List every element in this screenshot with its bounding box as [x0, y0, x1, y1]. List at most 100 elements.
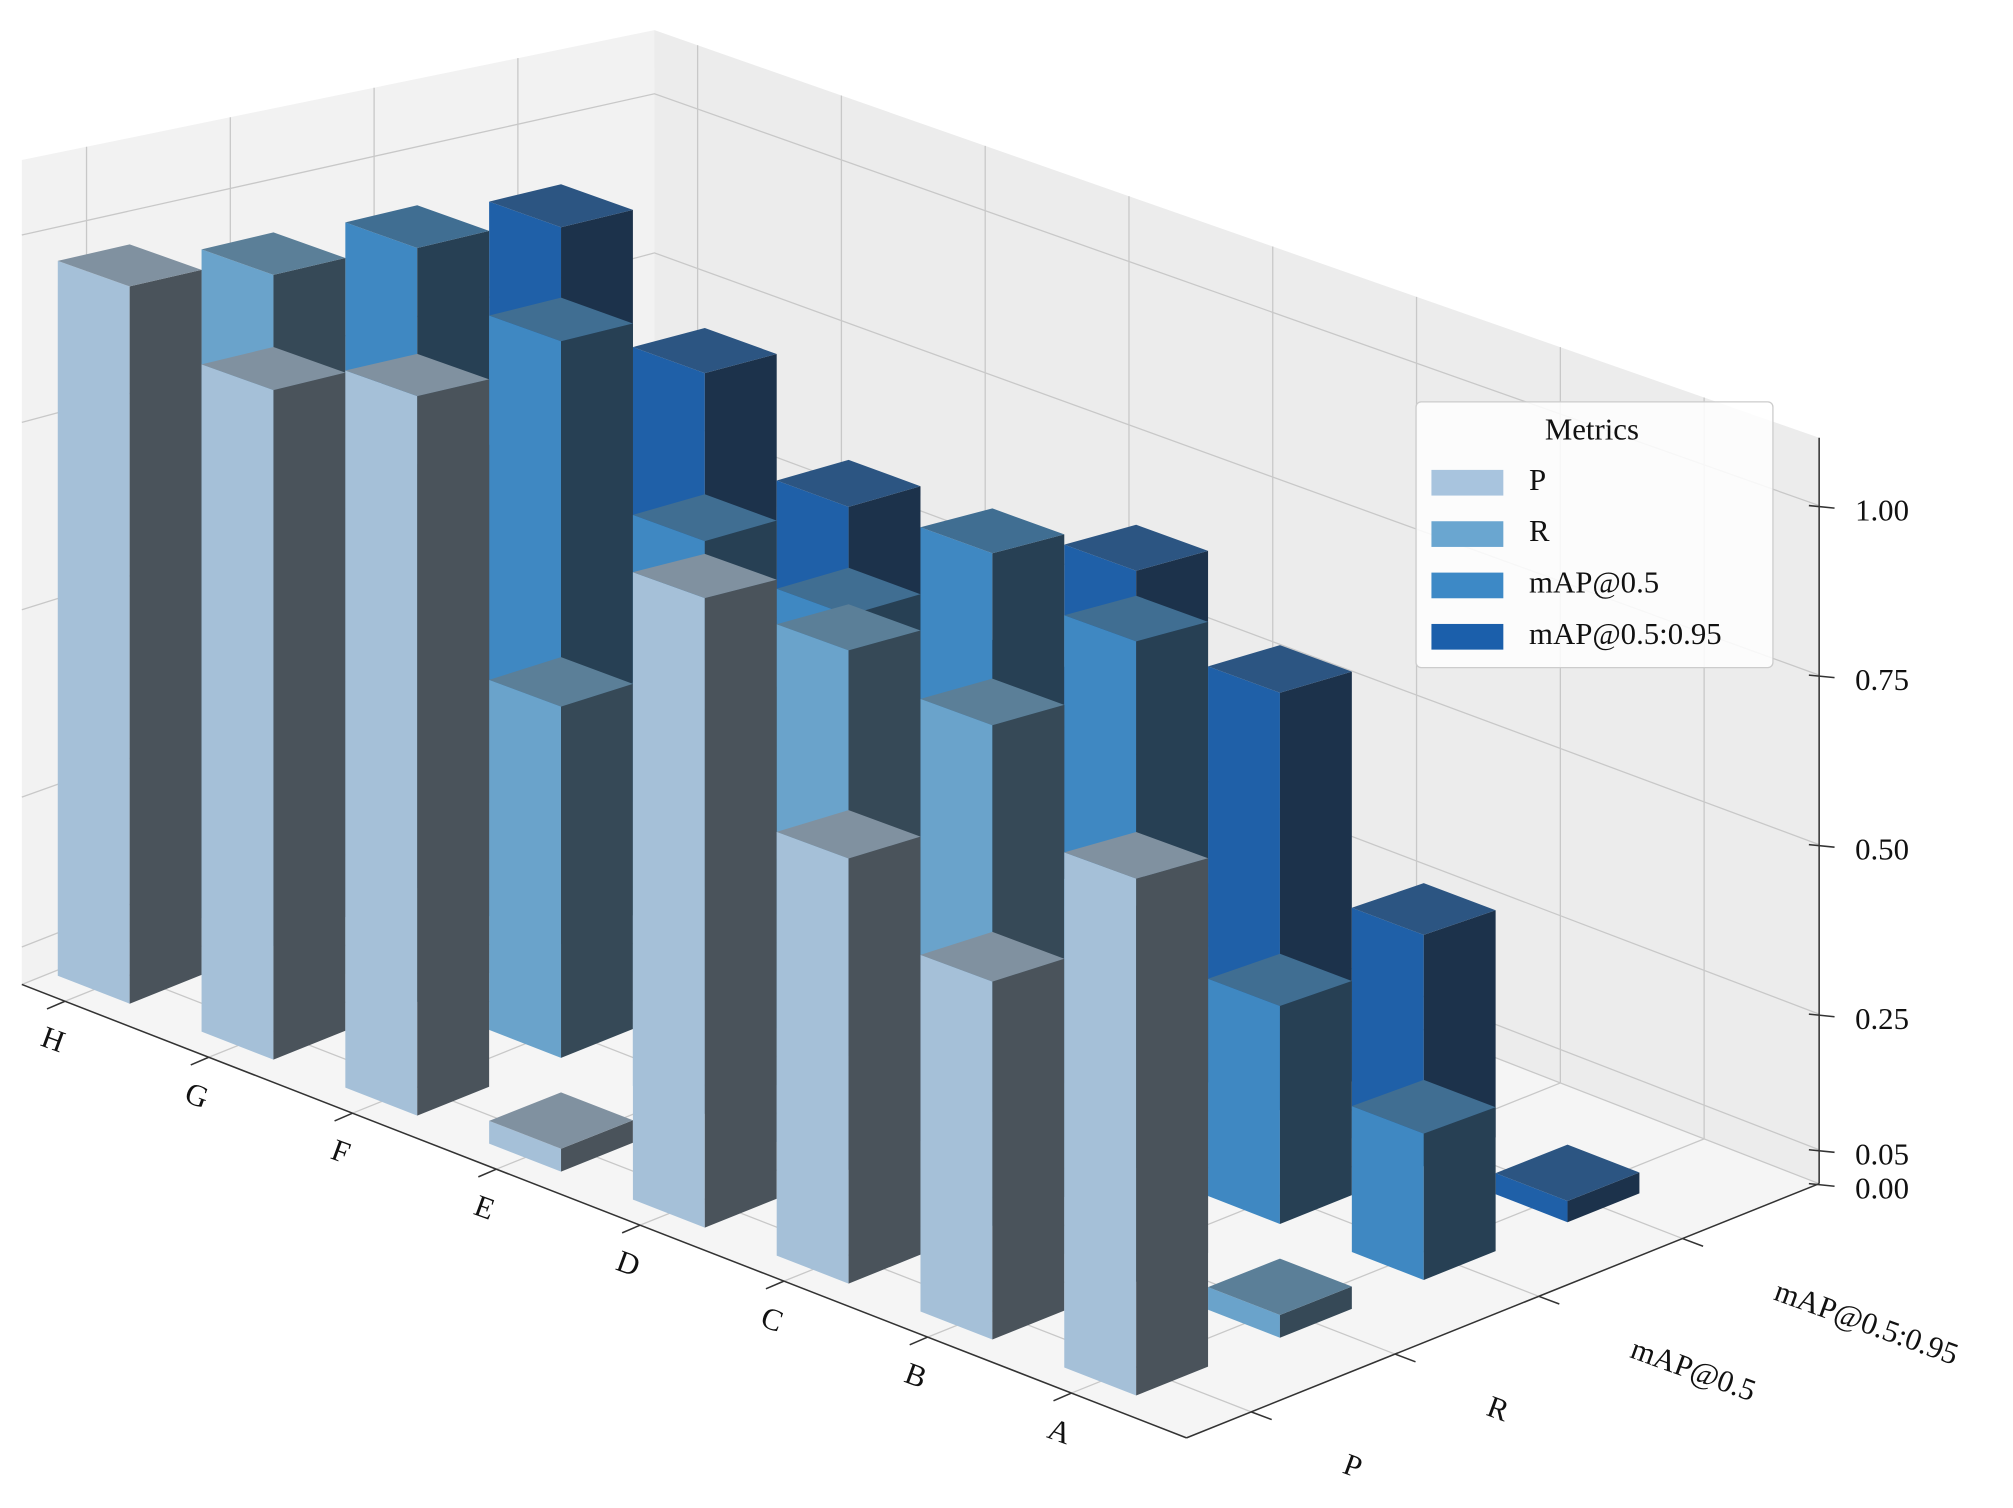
y-tick	[1250, 1411, 1273, 1421]
bar-top	[201, 346, 346, 391]
bar-top	[1064, 524, 1209, 571]
legend-title: Metrics	[1545, 413, 1639, 447]
z-tick	[1808, 1013, 1835, 1018]
bar-front	[489, 1120, 562, 1172]
bar-top	[776, 604, 921, 651]
bar-front	[1208, 978, 1280, 1224]
bar-front	[920, 954, 993, 1340]
x-tick	[46, 1000, 66, 1010]
bar-top	[1064, 831, 1209, 879]
bar-front	[632, 572, 705, 1228]
bar-top	[1064, 595, 1209, 642]
bar-front	[776, 831, 849, 1284]
bar-top	[920, 508, 1065, 554]
x-tick-label: D	[612, 1244, 645, 1284]
legend-label: mAP@0.5	[1529, 566, 1659, 600]
x-tick	[334, 1112, 353, 1122]
x-tick-label: H	[37, 1020, 70, 1060]
legend-swatch	[1431, 469, 1504, 496]
bar	[1208, 953, 1352, 1224]
bar-front	[489, 679, 562, 1058]
bar-top	[345, 353, 490, 397]
bar-top	[489, 184, 633, 228]
bar-side	[704, 579, 777, 1228]
bar-side	[848, 836, 921, 1284]
bar	[489, 1092, 633, 1172]
bar-side	[992, 958, 1065, 1340]
legend-label: mAP@0.5:0.95	[1529, 617, 1722, 651]
bar-top	[57, 244, 202, 287]
bar-side	[1423, 1107, 1496, 1280]
bar	[776, 810, 921, 1284]
bar-front	[345, 370, 418, 1116]
z-tick-label: 0.75	[1855, 663, 1909, 697]
bar-top	[920, 678, 1065, 726]
bar-top	[920, 931, 1065, 982]
bar	[920, 931, 1065, 1340]
legend-box	[1415, 401, 1774, 669]
y-tick	[1394, 1353, 1416, 1363]
bar-top	[1208, 1258, 1352, 1316]
z-tick	[1808, 674, 1835, 679]
x-tick	[909, 1336, 928, 1346]
back-pane	[654, 30, 1820, 1184]
bar-side	[1279, 1286, 1352, 1338]
x-tick	[765, 1280, 785, 1290]
bar-side	[417, 379, 490, 1116]
bar	[1351, 1079, 1496, 1280]
bar-side	[273, 372, 346, 1060]
bar-top	[776, 810, 921, 859]
bar-top	[1495, 1144, 1640, 1202]
z-tick	[1808, 843, 1835, 848]
bar-top	[776, 567, 921, 616]
x-tick	[478, 1168, 497, 1178]
bar-top	[776, 459, 921, 507]
x-tick-label: G	[181, 1076, 214, 1116]
z-tick-label: 0.50	[1855, 832, 1909, 866]
bar-top	[201, 232, 346, 275]
x-tick-label: B	[900, 1356, 931, 1395]
bar-side	[1567, 1172, 1640, 1223]
bar-top	[1351, 1079, 1496, 1134]
bar-front	[1064, 852, 1137, 1396]
bar	[201, 346, 346, 1060]
bar-top	[1208, 953, 1352, 1007]
y-tick-label: P	[1339, 1447, 1367, 1485]
z-tick-label: 1.00	[1855, 493, 1909, 527]
x-tick	[1053, 1392, 1072, 1402]
bar	[489, 657, 633, 1058]
bar	[57, 244, 202, 1004]
bar-front	[1351, 1106, 1424, 1280]
bar-top	[345, 205, 490, 249]
bar-front	[57, 260, 130, 1004]
bar	[1064, 831, 1209, 1396]
bar-top	[489, 657, 633, 707]
z-tick	[1808, 504, 1835, 509]
x-tick-label: C	[757, 1300, 788, 1339]
y-tick	[1682, 1237, 1704, 1247]
y-tick-label: mAP@0.5:0.95	[1770, 1274, 1963, 1372]
bar-top	[1351, 883, 1496, 935]
legend-label: P	[1529, 463, 1546, 497]
legend-swatch	[1431, 623, 1504, 650]
x-tick	[190, 1056, 210, 1066]
bar	[1495, 1144, 1640, 1223]
x-tick-label: F	[327, 1133, 355, 1171]
bar-top	[489, 297, 633, 342]
x-tick-label: E	[470, 1188, 499, 1226]
grid-line	[21, 93, 1820, 507]
z-tick-label: 0.00	[1855, 1171, 1909, 1205]
z-tick-label: 0.05	[1855, 1138, 1909, 1172]
bars	[57, 184, 1640, 1396]
bar-side	[561, 1120, 633, 1172]
bar	[632, 553, 777, 1228]
y-tick	[1538, 1295, 1560, 1305]
bar-side	[1136, 858, 1209, 1396]
bar-top	[632, 327, 777, 374]
bar-front	[1208, 1287, 1280, 1338]
x-tick	[621, 1224, 641, 1234]
bar	[345, 353, 490, 1116]
bar-side	[561, 683, 633, 1058]
